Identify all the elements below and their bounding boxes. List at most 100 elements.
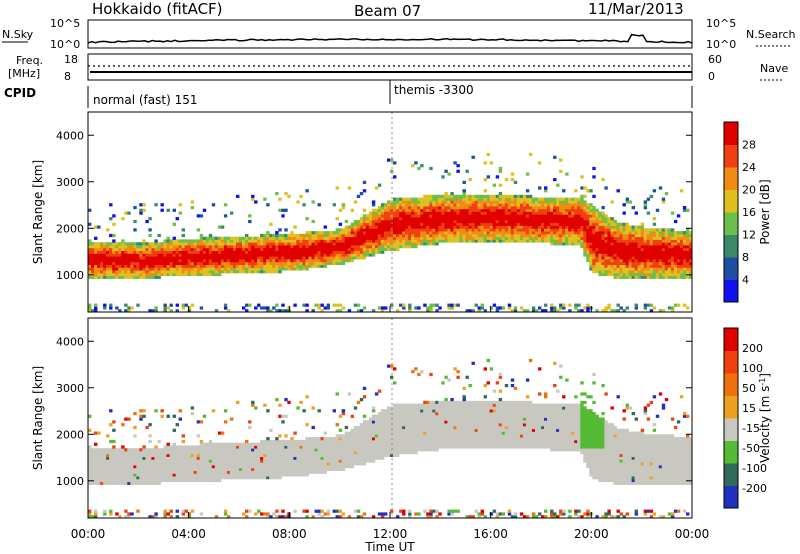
power-cell	[465, 208, 469, 212]
velocity-cell	[136, 462, 140, 466]
power-cell	[580, 211, 584, 215]
power-cell	[145, 270, 149, 274]
velocity-cell	[236, 456, 240, 460]
power-cell	[513, 214, 518, 218]
power-cell	[531, 225, 536, 229]
power-cell	[616, 222, 620, 226]
power-cell	[522, 239, 527, 243]
velocity-cell	[260, 445, 264, 449]
power-cell	[586, 259, 590, 263]
power-cell	[393, 217, 397, 221]
power-cell	[610, 242, 614, 246]
power-cell	[106, 228, 110, 232]
power-cell	[628, 264, 632, 268]
power-cell	[601, 261, 605, 265]
power-cell	[359, 192, 364, 196]
power-cell	[525, 172, 530, 176]
power-cell	[595, 233, 599, 238]
power-cell	[586, 228, 590, 232]
power-cell	[513, 239, 518, 243]
power-cell	[121, 270, 125, 274]
power-cell	[217, 225, 222, 229]
velocity-cell	[242, 473, 246, 477]
power-cell	[308, 256, 312, 260]
velocity-cell	[317, 465, 321, 469]
velocity-cell	[181, 470, 185, 474]
velocity-cell	[127, 417, 131, 421]
velocity-cell	[344, 445, 349, 449]
velocity-cell	[353, 428, 358, 432]
velocity-cell	[323, 459, 327, 463]
power-cell	[178, 270, 182, 274]
colorbar-segment	[724, 167, 738, 190]
velocity-cell	[178, 448, 182, 452]
power-cell	[689, 267, 693, 271]
power-cell	[465, 228, 469, 232]
power-cell	[414, 214, 418, 218]
power-cell	[601, 270, 605, 274]
power-cell	[226, 270, 231, 274]
power-cell	[628, 253, 632, 257]
velocity-cell	[211, 456, 216, 460]
velocity-cell	[299, 470, 303, 474]
power-cell	[223, 245, 228, 249]
power-cell	[91, 261, 95, 265]
velocity-cell	[88, 467, 92, 471]
power-cell	[257, 256, 261, 260]
velocity-cell	[133, 476, 137, 480]
power-cell	[682, 275, 687, 279]
power-cell	[263, 253, 267, 257]
velocity-cell	[329, 453, 333, 457]
velocity-cell	[139, 467, 143, 471]
velocity-cell	[166, 442, 170, 446]
velocity-cell	[272, 465, 276, 469]
velocity-cell	[290, 437, 294, 441]
power-cell	[643, 242, 648, 246]
power-cell	[661, 267, 666, 271]
velocity-cell	[97, 453, 101, 457]
velocity-cell	[166, 462, 170, 466]
station-title: Hokkaido (fitACF)	[92, 0, 223, 18]
power-cell	[115, 250, 119, 254]
velocity-cell	[193, 459, 198, 463]
velocity-cell	[254, 470, 258, 474]
power-cell	[293, 259, 297, 263]
velocity-cell	[196, 445, 201, 449]
velocity-cell	[263, 470, 267, 474]
velocity-cell	[118, 473, 122, 477]
power-cell	[133, 219, 137, 224]
power-cell	[374, 186, 379, 190]
power-cell	[362, 245, 367, 249]
power-cell	[305, 256, 309, 260]
velocity-cell	[332, 437, 336, 441]
power-cell	[574, 225, 578, 229]
power-cell	[622, 242, 626, 246]
power-cell	[275, 245, 279, 249]
velocity-cell	[220, 448, 225, 452]
power-cell	[393, 203, 397, 207]
power-cell	[281, 236, 285, 240]
power-cell	[553, 225, 557, 229]
power-cell	[226, 261, 231, 265]
power-cell	[100, 270, 104, 274]
power-cell	[568, 211, 572, 215]
power-cell	[661, 236, 666, 240]
power-cell	[311, 256, 315, 260]
velocity-cell	[106, 459, 110, 463]
power-cell	[676, 275, 681, 279]
power-cell	[417, 214, 421, 218]
power-cell	[420, 203, 424, 207]
power-cell	[667, 242, 672, 246]
power-cell	[323, 259, 327, 263]
velocity-cell	[323, 456, 327, 460]
power-cell	[562, 211, 566, 215]
power-cell	[619, 259, 623, 263]
power-cell	[290, 250, 294, 254]
power-cell	[329, 233, 333, 238]
velocity-cell	[302, 451, 306, 455]
power-cell	[151, 272, 155, 277]
power-cell	[432, 228, 436, 232]
power-cell	[498, 197, 503, 201]
velocity-cell	[211, 476, 216, 480]
power-cell	[528, 214, 533, 218]
